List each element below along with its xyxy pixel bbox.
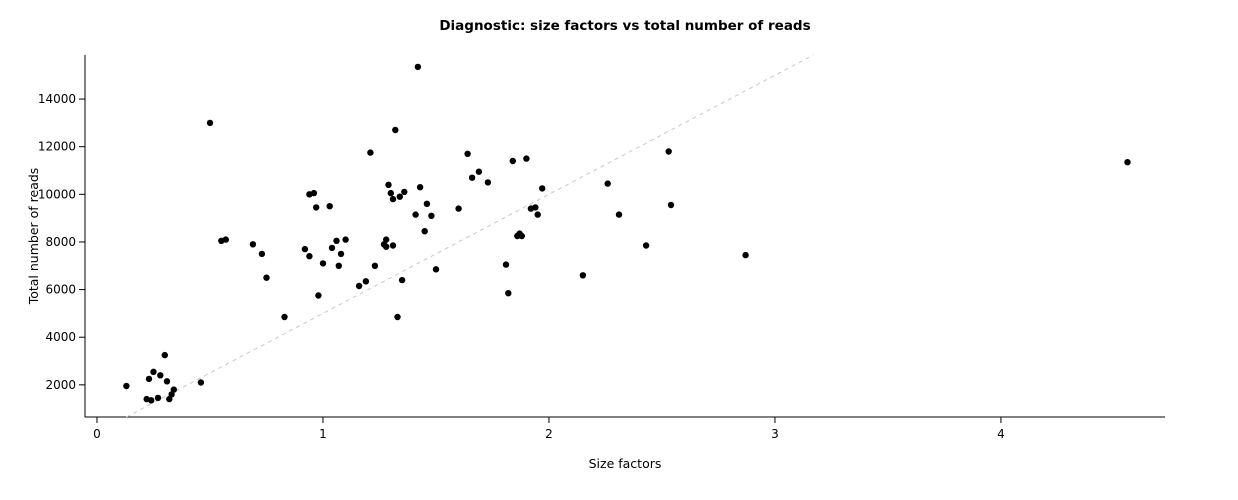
data-point: [315, 292, 322, 299]
data-point: [464, 150, 471, 157]
data-point: [484, 179, 492, 186]
chart-title: Diagnostic: size factors vs total number…: [439, 18, 810, 34]
axes: 0 1 2 3 4 2000 4000 6000 8000 10000 12000 14000: [38, 55, 1165, 441]
diagonal-dashed-line: [126, 54, 814, 418]
data-point: [642, 242, 650, 249]
data-point: [604, 180, 611, 187]
data-point: [389, 242, 397, 249]
data-point: [335, 262, 342, 269]
data-point: [197, 379, 205, 386]
data-point: [313, 204, 320, 211]
data-point: [154, 394, 162, 402]
data-point: [389, 195, 397, 203]
data-point: [518, 232, 525, 240]
data-point: [148, 397, 155, 404]
data-point: [222, 236, 229, 243]
y-tick-label: 6000: [45, 283, 76, 297]
data-point: [502, 261, 510, 268]
y-tick-label: 10000: [38, 187, 76, 201]
data-point: [319, 260, 327, 267]
data-point: [1124, 159, 1131, 166]
data-point: [258, 250, 266, 258]
data-point: [534, 211, 541, 218]
x-tick-label: 1: [319, 427, 327, 441]
data-point: [396, 193, 403, 200]
reference-line: [126, 54, 814, 418]
data-point: [281, 313, 288, 321]
data-point: [328, 244, 336, 252]
data-point: [412, 211, 419, 218]
data-point: [579, 272, 587, 279]
data-point: [333, 237, 340, 244]
data-point: [355, 282, 363, 290]
data-point: [665, 148, 672, 155]
y-axis-label: Total number of reads: [26, 168, 41, 306]
data-point: [667, 201, 675, 209]
data-point: [163, 378, 171, 385]
data-point: [383, 236, 390, 243]
data-point: [398, 276, 406, 284]
data-point: [367, 149, 374, 156]
y-tick-label: 2000: [45, 378, 76, 392]
y-tick-label: 8000: [45, 235, 76, 249]
data-point: [509, 157, 516, 165]
data-point: [383, 243, 390, 250]
data-point: [394, 313, 401, 321]
data-point: [249, 241, 257, 248]
x-tick-label: 3: [771, 427, 779, 441]
data-point: [161, 351, 168, 359]
data-point: [362, 278, 370, 285]
data-point: [401, 188, 408, 196]
data-point: [421, 228, 428, 235]
data-point: [468, 174, 476, 181]
data-point: [337, 250, 345, 258]
data-point: [742, 251, 749, 259]
y-tick-label: 12000: [38, 140, 76, 154]
data-point: [301, 245, 309, 253]
data-point: [157, 372, 164, 379]
y-tick-label: 4000: [45, 330, 76, 344]
data-point: [326, 203, 333, 210]
x-axis-label: Size factors: [589, 456, 662, 471]
data-point: [206, 119, 214, 127]
data-point: [150, 368, 157, 375]
data-point: [455, 205, 462, 212]
x-tick-label: 0: [93, 427, 101, 441]
data-point: [475, 168, 483, 175]
data-point: [123, 382, 130, 390]
data-point: [392, 126, 399, 134]
data-point: [523, 155, 530, 162]
data-point: [432, 266, 440, 273]
data-point: [414, 63, 422, 71]
data-point: [263, 274, 270, 281]
x-tick-label: 4: [997, 427, 1005, 441]
data-point: [168, 391, 175, 398]
data-point: [306, 253, 313, 260]
y-tick-label: 14000: [38, 92, 76, 106]
data-point: [532, 204, 539, 211]
data-point: [387, 189, 394, 197]
data-point: [385, 181, 392, 188]
data-point: [145, 375, 153, 383]
data-point: [423, 200, 431, 207]
data-point: [428, 212, 435, 219]
data-point: [615, 211, 623, 218]
data-point: [371, 262, 379, 269]
data-point: [539, 185, 546, 192]
data-points: [123, 63, 1131, 404]
data-point: [342, 236, 349, 243]
data-point: [310, 189, 318, 197]
data-point: [170, 386, 177, 393]
x-tick-label: 2: [545, 427, 553, 441]
data-point: [505, 290, 512, 297]
data-point: [416, 184, 424, 191]
